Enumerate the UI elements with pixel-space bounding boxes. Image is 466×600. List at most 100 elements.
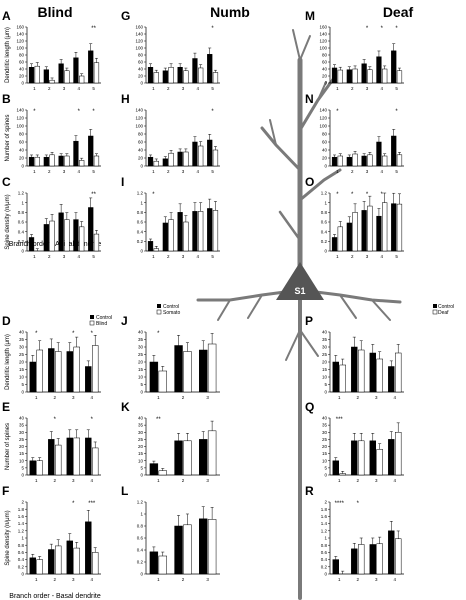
legend-swatch-control [433,304,437,308]
significance-mark: * [78,109,81,115]
y-tick-label: 20 [138,360,144,365]
y-tick-label: 15 [322,367,328,372]
bar-experimental [352,153,358,167]
x-tick-label: 4 [78,86,81,91]
y-tick-label: 20 [322,74,328,79]
bar-experimental [358,544,365,575]
x-tick-label: 4 [90,478,93,483]
bar-experimental [49,220,55,252]
bar-control [58,155,64,167]
x-tick-label: 1 [33,86,36,91]
legend-swatch-control [90,315,94,319]
y-axis-label: Number of spines [5,423,11,470]
y-tick-label: 0 [21,572,24,577]
x-tick-label: 1 [157,577,160,582]
bar-control [207,139,213,167]
bar-control [207,208,213,252]
column-title-blind: Blind [38,4,73,20]
y-axis-label: Dendritic length (μm) [5,27,11,83]
y-tick-label: 0 [324,164,327,169]
y-tick-label: 80 [322,132,328,137]
bar-experimental [49,79,55,84]
y-tick-label: 1.6 [321,514,328,519]
x-tick-label: 3 [182,254,185,259]
bar-experimental [198,145,204,167]
y-tick-label: 0.6 [137,220,144,225]
y-tick-label: 80 [19,132,25,137]
x-tick-label: 4 [381,86,384,91]
panel-letter: C [2,175,11,189]
significance-mark: * [381,26,384,32]
x-tick-label: 5 [92,254,95,259]
bar-experimental [183,351,192,393]
legend-swatch-deaf [432,309,438,315]
significance-mark: * [92,109,95,115]
panel-letter: I [121,175,124,189]
legend-deaf: Control Deaf [432,304,454,316]
bar-control [351,346,358,393]
significance-mark: * [35,331,38,337]
bar-control [391,50,397,84]
chart-panel-m: M 0 20 40 60 80 100 120 140 160 1 2 3 * 4 * 5 * [305,9,404,91]
x-tick-label: 4 [78,254,81,259]
bar-control [48,549,55,575]
significance-mark: * [381,192,384,198]
y-tick-label: 10 [322,375,328,380]
bar-control [162,70,168,84]
y-tick-label: 20 [322,360,328,365]
bar-experimental [212,72,219,84]
bar-experimental [337,155,343,167]
bar-experimental [339,364,346,393]
bar-control [388,439,395,476]
panel-letter: E [2,400,10,414]
y-tick-label: 0.8 [18,210,25,215]
bar-experimental [376,449,383,476]
x-tick-label: 1 [152,169,155,174]
x-tick-label: 5 [92,169,95,174]
y-tick-label: 20 [138,156,144,161]
y-tick-label: 0.4 [18,229,25,234]
bar-control [331,67,338,84]
y-tick-label: 35 [138,337,144,342]
chart-panel-i: I 0 0.2 0.4 0.6 0.8 1 1.2 1 * 2 3 4 5 [121,175,220,259]
y-tick-label: 60 [19,60,25,65]
y-tick-label: 25 [19,437,25,442]
bar-experimental [396,154,403,167]
y-tick-label: 0 [21,249,24,254]
y-tick-label: 0 [140,473,143,478]
y-tick-label: 0 [21,473,24,478]
y-tick-label: 0 [324,81,327,86]
x-tick-label: 1 [35,395,38,400]
y-tick-label: 20 [19,444,25,449]
chart-panel-j: J 0 5 10 15 20 25 30 35 40 1 * 2 3 [121,314,220,400]
x-tick-label: 1 [157,395,160,400]
bar-experimental [36,349,43,393]
y-tick-label: 140 [135,32,143,37]
neuron-diagram [196,29,402,600]
x-tick-label: 3 [63,86,66,91]
y-tick-label: 10 [19,375,25,380]
significance-mark: * [91,331,94,337]
y-tick-label: 1.2 [137,191,144,196]
y-tick-label: 140 [319,108,327,113]
x-tick-label: 3 [63,254,66,259]
bar-experimental [396,70,403,84]
significance-mark: ** [91,192,96,198]
bar-experimental [36,559,43,575]
bar-control [88,135,94,167]
soma [276,262,324,300]
bar-control [149,361,159,393]
bar-experimental [92,345,99,393]
y-tick-label: 40 [138,330,144,335]
y-tick-label: 0.6 [18,220,25,225]
bar-experimental [358,440,365,476]
bar-experimental [183,70,189,84]
x-tick-label: 5 [92,86,95,91]
y-tick-label: 30 [322,345,328,350]
bar-control [29,361,36,393]
y-tick-label: 30 [19,345,25,350]
bar-control [149,463,159,476]
bar-control [88,207,94,252]
y-tick-label: 25 [322,352,328,357]
